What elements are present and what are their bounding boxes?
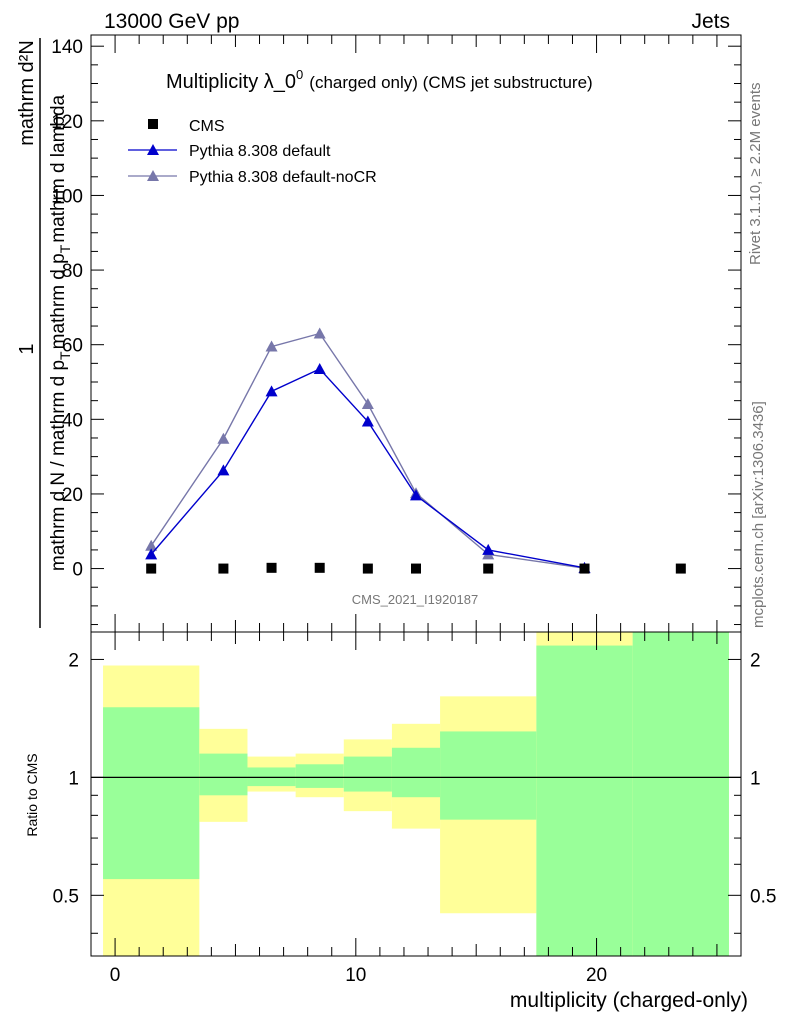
ylabel-denominator-t2: T	[57, 244, 73, 253]
ratio-bands	[103, 632, 729, 956]
legend-label-cms: CMS	[189, 118, 225, 135]
ratio-x-axis: 0 10 20	[90, 632, 742, 986]
legend-marker-pythia-nocr	[147, 170, 159, 181]
ratio-band-green-5	[391, 747, 441, 798]
main-y-tick-label: 40	[62, 410, 83, 431]
ratio-y-tick-label: 0.5	[53, 886, 79, 907]
chart-title: Multiplicity λ_00 (charged only) (CMS jet…	[166, 67, 593, 93]
main-y-tick-label: 0	[72, 560, 83, 581]
main-y-tick-label: 20	[62, 485, 83, 506]
legend: CMS Pythia 8.308 default Pythia 8.308 de…	[128, 118, 377, 186]
series-point-pythia-nocr	[145, 539, 158, 551]
ratio-x-tick-label: 20	[586, 965, 607, 986]
series-point-cms	[411, 563, 421, 574]
ratio-x-tick-label: 10	[345, 965, 366, 986]
header-jets-label: Jets	[691, 10, 730, 33]
series-point-pythia-default	[145, 548, 158, 560]
series-point-pythia-default	[313, 362, 326, 374]
ylabel-denominator-t1: T	[57, 351, 73, 360]
ratio-band-green-1	[199, 753, 248, 796]
series-line-pythia-nocr	[150, 332, 585, 569]
series-point-pythia-nocr	[313, 327, 326, 339]
ylabel-denominator-dn: mathrm d N / mathrm d p	[48, 360, 69, 571]
ylabel-denominator: mathrm d N / mathrm d pTmathrm d pTmathr…	[48, 94, 73, 571]
series-point-cms	[675, 563, 686, 574]
series-point-cms	[362, 563, 373, 574]
ylabel-denominator-dp: mathrm d p	[48, 253, 69, 349]
series-point-cms	[266, 562, 277, 573]
ratio-plot-frame	[90, 631, 742, 957]
ratio-x-tick-label: 0	[110, 965, 121, 986]
ratio-band-green-3	[295, 764, 344, 788]
legend-marker-pythia-default	[147, 144, 159, 155]
main-x-ticks	[90, 35, 742, 632]
series-point-cms	[483, 563, 494, 574]
rivet-version-label: Rivet 3.1.10, ≥ 2.2M events	[747, 83, 764, 266]
series-point-pythia-default	[482, 543, 495, 555]
ylabel-denominator-dlambda: mathrm d lambda	[48, 94, 69, 242]
ratio-y-tick-label: 2	[68, 650, 79, 671]
ratio-y-tick-label-right: 1	[750, 768, 761, 789]
main-y-tick-label: 80	[62, 261, 83, 282]
series-point-pythia-default	[217, 464, 230, 476]
ratio-band-green-0	[103, 707, 200, 880]
chart-title-superscript: 0	[296, 67, 303, 82]
series-point-pythia-nocr	[361, 398, 374, 410]
chart-title-subtitle: (charged only) (CMS jet substructure)	[309, 73, 592, 92]
ratio-y-tick-label-right: 2	[750, 650, 761, 671]
main-y-tick-label: 140	[51, 37, 83, 58]
legend-label-pythia-nocr: Pythia 8.308 default-noCR	[189, 169, 377, 186]
ylabel-numerator-d2n: mathrm d²N	[16, 40, 38, 146]
series-point-cms	[146, 563, 157, 574]
series-point-pythia-default	[361, 415, 374, 427]
legend-label-pythia-default: Pythia 8.308 default	[189, 143, 331, 160]
ratio-band-green-7	[536, 645, 633, 956]
mcplots-label: mcplots.cern.ch [arXiv:1306.3436]	[750, 401, 767, 628]
ylabel-numerator-one: 1	[16, 343, 38, 354]
ratio-y-tick-label-right: 0.5	[750, 886, 776, 907]
series-point-pythia-nocr	[265, 340, 278, 352]
main-y-tick-label: 120	[51, 112, 83, 133]
ratio-band-green-4	[343, 756, 392, 792]
chart-title-main: Multiplicity λ_0	[166, 71, 296, 93]
series-point-pythia-nocr	[217, 432, 230, 444]
main-y-axis: 0 20 40 60 80 100 120 140	[51, 37, 741, 626]
header-energy-label: 13000 GeV pp	[104, 10, 239, 33]
ratio-y-axis: 0.5 0.5 1 1 2 2	[53, 650, 776, 934]
main-y-tick-label: 60	[62, 336, 83, 357]
series-point-cms	[314, 562, 325, 573]
ratio-y-tick-label: 1	[68, 768, 79, 789]
legend-marker-cms	[148, 119, 158, 129]
analysis-watermark: CMS_2021_I1920187	[352, 592, 479, 607]
series-point-pythia-default	[265, 385, 278, 397]
ratio-y-axis-label: Ratio to CMS	[24, 753, 40, 836]
series-line-pythia-default	[150, 368, 585, 569]
series-point-cms	[579, 563, 590, 574]
main-y-tick-label: 100	[51, 186, 83, 207]
series-point-pythia-default	[410, 489, 422, 501]
main-y-axis-label: 1 mathrm d²N mathrm d N / mathrm d pTmat…	[16, 38, 73, 628]
ratio-band-green-8	[632, 632, 729, 956]
series-point-cms	[218, 563, 229, 574]
ratio-band-green-6	[440, 731, 537, 820]
series-layer	[145, 327, 686, 574]
x-axis-label: multiplicity (charged-only)	[510, 989, 748, 1012]
